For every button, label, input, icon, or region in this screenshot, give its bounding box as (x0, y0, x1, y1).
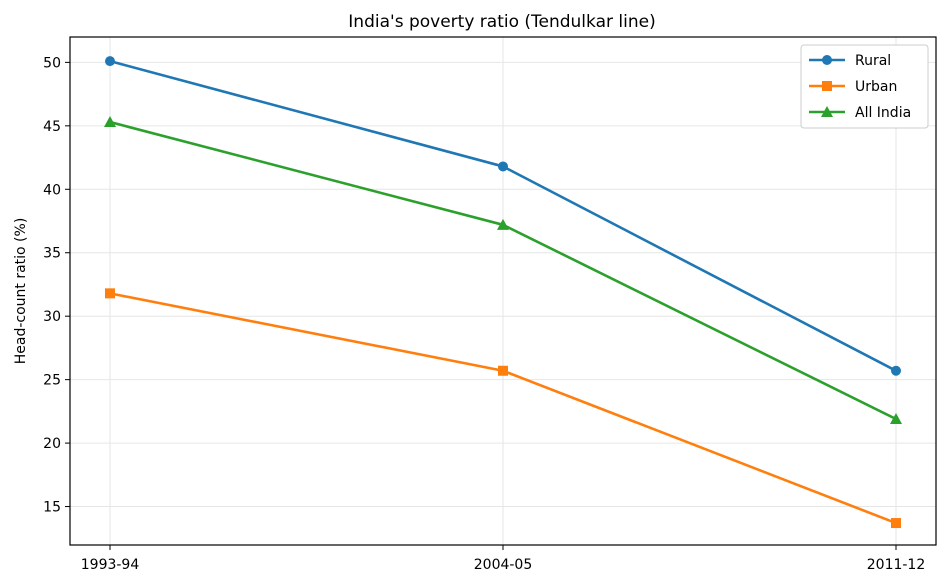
y-tick-label: 45 (43, 119, 61, 135)
data-point-all-india (497, 218, 509, 230)
y-tick-label: 25 (43, 373, 61, 389)
legend-item-rural: Rural (809, 53, 891, 69)
y-tick-label: 35 (43, 246, 61, 262)
y-tick-label: 50 (43, 55, 61, 71)
axis-ticks: 1993-94 2004-05 2011-12 15 20 25 30 35 40 45 50 (43, 55, 925, 573)
data-point-all-india (104, 116, 116, 128)
y-tick-label: 40 (43, 182, 61, 198)
data-point-urban (105, 288, 115, 299)
x-tick-label: 2011-12 (867, 557, 926, 573)
y-tick-label: 15 (43, 500, 61, 516)
chart-title: India's poverty ratio (Tendulkar line) (348, 12, 655, 32)
legend-marker-urban (822, 81, 832, 91)
x-tick-label: 1993-94 (81, 557, 140, 573)
legend-item-all-india: All India (809, 105, 911, 121)
data-point-urban (498, 365, 508, 376)
legend-label-urban: Urban (855, 79, 897, 95)
y-axis-label: Head-count ratio (%) (13, 218, 29, 365)
legend-box (800, 44, 929, 129)
data-point-rural (498, 161, 508, 172)
data-point-rural (891, 365, 901, 376)
series-all-india (104, 116, 902, 424)
series-urban (105, 288, 901, 529)
legend-label-rural: Rural (855, 53, 891, 69)
data-point-rural (105, 56, 115, 67)
legend: Rural Urban All India (800, 44, 929, 129)
legend-label-all-india: All India (855, 105, 911, 121)
series-layer (104, 56, 902, 529)
legend-marker-rural (822, 55, 832, 65)
data-point-all-india (890, 412, 902, 424)
y-tick-label: 20 (43, 436, 61, 452)
x-tick-label: 2004-05 (474, 557, 533, 573)
series-rural (105, 56, 901, 376)
data-point-urban (891, 518, 901, 529)
legend-marker-all-india (821, 106, 833, 117)
legend-item-urban: Urban (809, 79, 897, 95)
y-tick-label: 30 (43, 309, 61, 325)
